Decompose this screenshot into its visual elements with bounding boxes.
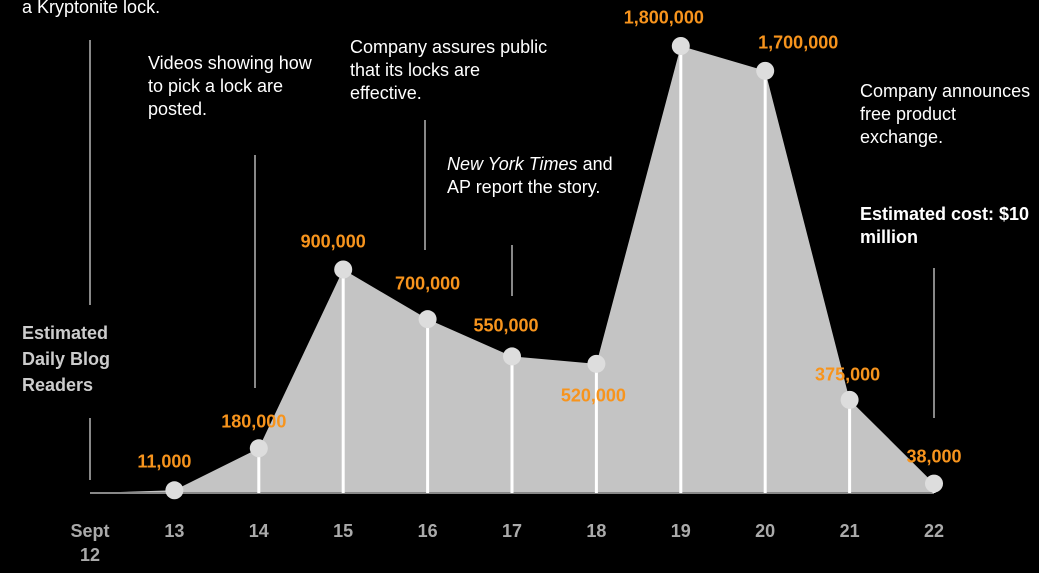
value-label: 900,000 bbox=[300, 231, 366, 251]
point bbox=[249, 439, 268, 458]
value-label: 11,000 bbox=[137, 451, 192, 472]
x-tick-label: 14 bbox=[248, 521, 269, 541]
x-tick-label: 21 bbox=[839, 521, 860, 541]
x-tick-label: 18 bbox=[586, 521, 607, 541]
value-label: 375,000 bbox=[815, 364, 881, 385]
x-tick-label: 19 bbox=[670, 521, 691, 541]
value-label: 550,000 bbox=[473, 315, 539, 336]
value-label: 520,000 bbox=[560, 385, 626, 406]
point bbox=[587, 354, 606, 373]
x-tick-label: Sept 12 bbox=[70, 521, 110, 565]
annotation: Company announces free product exchange. bbox=[860, 81, 1031, 147]
value-label: 700,000 bbox=[395, 273, 461, 294]
annotation: Company assures public that its locks ar… bbox=[350, 37, 548, 103]
value-label: 1,700,000 bbox=[758, 32, 839, 53]
annotation: New York Times and AP report the story. bbox=[447, 153, 617, 199]
x-tick-label: 15 bbox=[333, 521, 354, 541]
point bbox=[418, 310, 437, 329]
annotation: Videos showing how to pick a lock are po… bbox=[148, 53, 312, 119]
x-tick-label: 22 bbox=[923, 521, 945, 541]
value-label: 180,000 bbox=[221, 411, 287, 432]
annotation-italic: New York Times bbox=[447, 154, 578, 174]
annotation: a Kryptonite lock. bbox=[22, 0, 161, 17]
point bbox=[165, 481, 184, 500]
annotation-text: and AP report the story. bbox=[447, 154, 613, 197]
x-tick-label: 16 bbox=[417, 521, 438, 541]
x-tick-label: 20 bbox=[755, 521, 776, 541]
x-tick-label: 13 bbox=[164, 521, 185, 541]
point bbox=[840, 390, 859, 409]
point bbox=[756, 61, 775, 80]
value-label: 1,800,000 bbox=[623, 7, 704, 28]
point bbox=[671, 37, 690, 55]
x-tick-label: 17 bbox=[501, 521, 523, 541]
point bbox=[334, 260, 353, 279]
value-label: 38,000 bbox=[906, 446, 962, 467]
point bbox=[925, 474, 943, 493]
annotation: Estimated cost: $10 million bbox=[860, 204, 1030, 247]
y-axis-label: Estimated Daily Blog Readers bbox=[22, 323, 111, 395]
point bbox=[503, 347, 521, 366]
area bbox=[90, 46, 934, 493]
